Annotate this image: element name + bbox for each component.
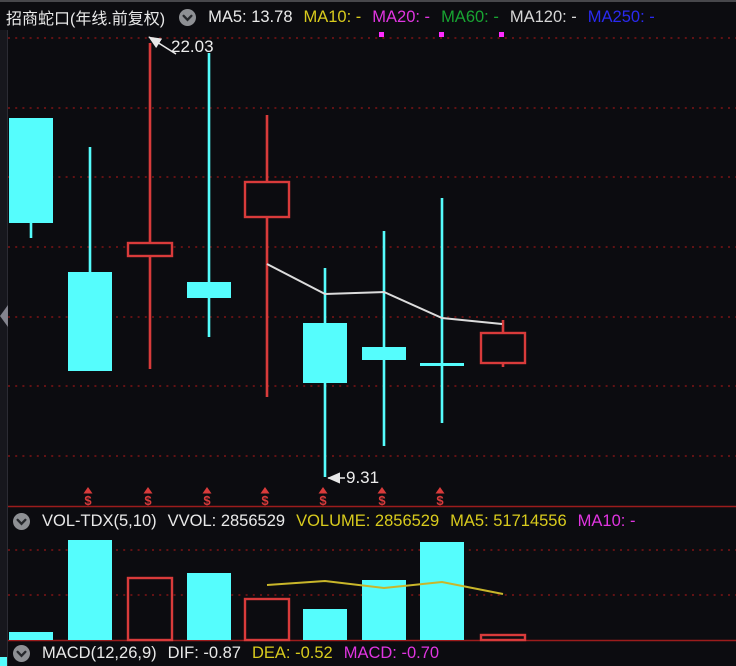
ma120-value: MA120: - xyxy=(509,7,577,26)
candle-body-up xyxy=(243,180,291,219)
volume-bar-down xyxy=(420,542,464,640)
ma-dot xyxy=(499,32,504,37)
dividend-marker-icon: $ xyxy=(203,493,211,508)
candle-body-down xyxy=(187,282,231,298)
candle-body-down xyxy=(362,347,406,360)
main-chart-header: 招商蛇口(年线.前复权) MA5: 13.78 MA10: - MA20: - … xyxy=(0,3,736,31)
volume-pane-header: VOL-TDX(5,10) VVOL: 2856529 VOLUME: 2856… xyxy=(0,508,736,534)
ma5-line xyxy=(266,263,503,325)
left-rail xyxy=(0,30,8,666)
volume-bar-up xyxy=(243,597,291,642)
volume-ma5-line xyxy=(266,579,504,595)
ma5-value: MA5: 13.78 xyxy=(208,7,293,26)
ma-dot xyxy=(379,32,384,37)
dividend-marker-icon xyxy=(143,487,153,494)
dividend-marker-icon: $ xyxy=(144,493,152,508)
volume-bar-up xyxy=(126,576,174,642)
ma250-value: MA250: - xyxy=(587,7,655,26)
candle-body-down xyxy=(68,272,112,371)
volume-value: VOLUME: 2856529 xyxy=(296,511,440,530)
low-price-annotation: 9.31 xyxy=(346,468,380,487)
macd-pane-header: MACD(12,26,9) DIF: -0.87 DEA: -0.52 MACD… xyxy=(0,641,736,665)
ma-dot xyxy=(439,32,444,37)
dividend-marker-icon xyxy=(377,487,387,494)
ma60-value: MA60: - xyxy=(441,7,499,26)
dividend-marker-icon: $ xyxy=(261,493,269,508)
vvol-value: VVOL: 2856529 xyxy=(167,511,286,530)
vol-indicator-name: VOL-TDX(5,10) xyxy=(42,511,157,530)
dividend-marker-icon: $ xyxy=(378,493,386,508)
candle-body-down xyxy=(420,363,464,366)
chevron-down-icon[interactable] xyxy=(12,644,31,663)
dividend-marker-icon: $ xyxy=(319,493,327,508)
annotation-arrow xyxy=(148,36,177,55)
ma20-value: MA20: - xyxy=(372,7,431,26)
partial-macd-bar xyxy=(0,657,7,666)
volume-bar-up xyxy=(479,633,527,642)
dividend-marker-icon xyxy=(202,487,212,494)
symbol-title: 招商蛇口(年线.前复权) xyxy=(6,11,166,28)
dividend-marker-icon: $ xyxy=(84,493,92,508)
macd-value: MACD: -0.70 xyxy=(343,643,440,662)
vol-ma10-value: MA10: - xyxy=(577,511,636,530)
dividend-marker-icon xyxy=(435,487,445,494)
dif-value: DIF: -0.87 xyxy=(167,643,241,662)
dividend-marker-icon xyxy=(83,487,93,494)
macd-indicator-name: MACD(12,26,9) xyxy=(42,643,157,662)
dividend-marker-icon xyxy=(318,487,328,494)
dea-value: DEA: -0.52 xyxy=(251,643,333,662)
volume-bar-down xyxy=(362,580,406,640)
dividend-marker-icon: $ xyxy=(436,493,444,508)
volume-bar-down xyxy=(68,540,112,640)
candle-body-up xyxy=(479,331,527,365)
dividend-marker-icon xyxy=(260,487,270,494)
volume-bar-down xyxy=(187,573,231,640)
volume-bar-down xyxy=(9,632,53,640)
scroll-left-icon[interactable] xyxy=(0,305,8,327)
ma10-value: MA10: - xyxy=(303,7,362,26)
high-price-annotation: 22.03 xyxy=(171,37,214,56)
candle-body-down xyxy=(9,118,53,223)
candle-body-down xyxy=(303,323,347,383)
chevron-down-icon[interactable] xyxy=(178,8,197,27)
candle-body-up xyxy=(126,241,174,258)
vol-ma5-value: MA5: 51714556 xyxy=(450,511,567,530)
chevron-down-icon[interactable] xyxy=(12,512,31,531)
volume-bar-down xyxy=(303,609,347,640)
window-top-edge xyxy=(0,0,736,2)
